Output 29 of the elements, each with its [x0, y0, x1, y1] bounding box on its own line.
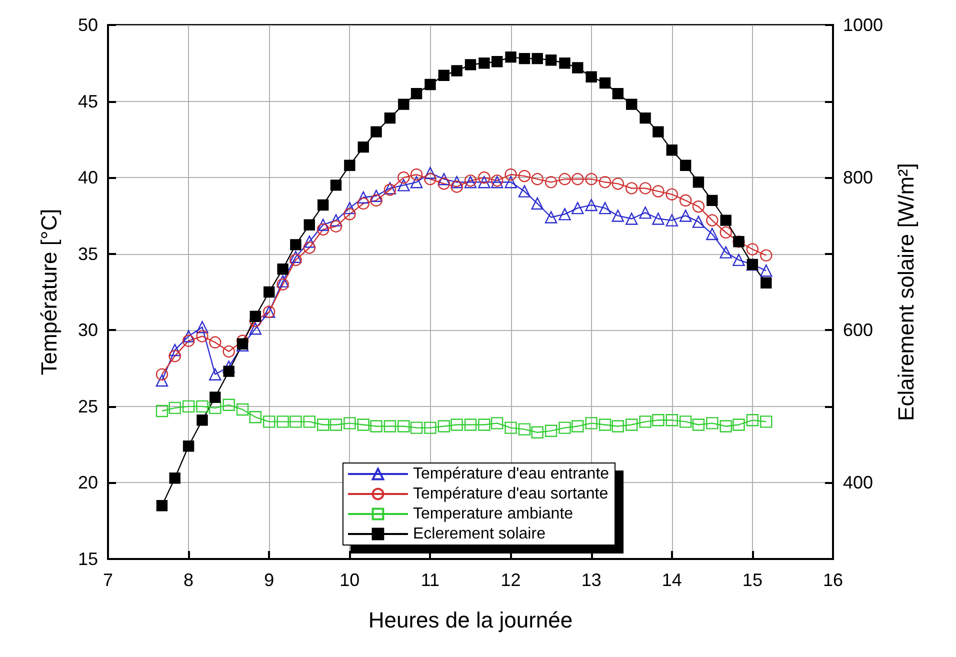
- x-tick-label: 16: [822, 570, 844, 590]
- x-tick-label: 12: [500, 570, 521, 590]
- legend-label: Temperature ambiante: [412, 506, 574, 522]
- y-tick-label: 20: [78, 472, 98, 493]
- x-axis-title: Heures de la journée: [368, 608, 573, 632]
- y2-axis-title: Eclairement solaire [W/m²]: [894, 163, 918, 421]
- y2-tick-label: 600: [843, 320, 874, 340]
- legend-label: Eclerement solaire: [412, 526, 546, 542]
- x-tick-label: 14: [662, 570, 682, 590]
- y-tick-label: 15: [78, 549, 98, 569]
- x-tick-label: 11: [420, 570, 440, 590]
- y2-tick-label: 1000: [843, 15, 884, 35]
- legend-label: Température d'eau entrante: [412, 466, 610, 482]
- y-tick-label: 50: [78, 15, 98, 35]
- y-tick-label: 40: [78, 168, 98, 188]
- x-tick-label: 7: [102, 570, 114, 590]
- x-tick-label: 13: [581, 570, 602, 590]
- y-tick-label: 25: [78, 396, 98, 416]
- y-axis-title: Température [°C]: [36, 208, 62, 376]
- y-tick-label: 35: [78, 244, 98, 264]
- legend-label: Température d'eau sortante: [412, 486, 608, 502]
- x-tick-label: 9: [264, 570, 274, 590]
- x-tick-label: 8: [184, 570, 194, 590]
- y2-tick-label: 800: [843, 168, 874, 188]
- y2-tick-label: 400: [843, 472, 874, 493]
- x-tick-label: 15: [742, 570, 762, 590]
- y-tick-label: 30: [78, 320, 98, 340]
- y-tick-label: 45: [78, 91, 98, 112]
- x-tick-label: 10: [340, 570, 360, 590]
